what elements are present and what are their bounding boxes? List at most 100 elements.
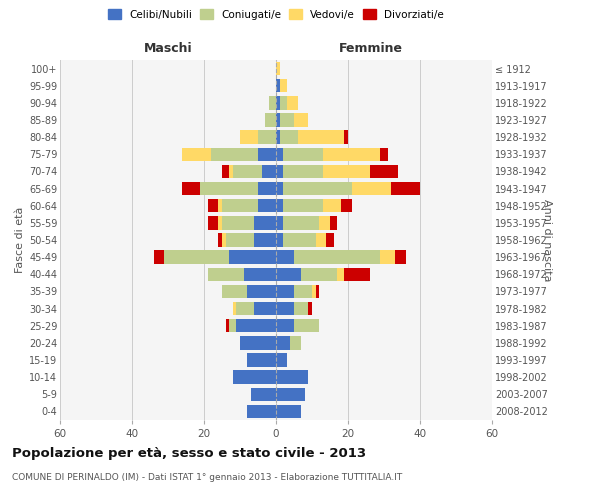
- Bar: [337, 268, 344, 281]
- Bar: [247, 404, 276, 418]
- Bar: [244, 268, 276, 281]
- Bar: [258, 130, 276, 144]
- Bar: [276, 268, 301, 281]
- Bar: [276, 250, 294, 264]
- Bar: [229, 250, 276, 264]
- Bar: [265, 114, 276, 126]
- Bar: [308, 302, 312, 316]
- Bar: [380, 250, 395, 264]
- Bar: [323, 148, 380, 161]
- Bar: [316, 234, 326, 246]
- Bar: [222, 199, 258, 212]
- Bar: [247, 284, 276, 298]
- Bar: [380, 148, 388, 161]
- Bar: [323, 199, 341, 212]
- Bar: [258, 199, 276, 212]
- Bar: [319, 216, 330, 230]
- Bar: [352, 182, 391, 196]
- Bar: [276, 62, 280, 76]
- Bar: [316, 284, 319, 298]
- Bar: [276, 114, 280, 126]
- Y-axis label: Anni di nascita: Anni di nascita: [542, 198, 552, 281]
- Bar: [294, 319, 319, 332]
- Bar: [208, 199, 218, 212]
- Bar: [276, 79, 280, 92]
- Bar: [276, 404, 301, 418]
- Bar: [247, 354, 276, 366]
- Bar: [240, 336, 276, 349]
- Bar: [294, 302, 308, 316]
- Bar: [164, 250, 229, 264]
- Bar: [283, 216, 319, 230]
- Bar: [283, 148, 323, 161]
- Bar: [258, 182, 276, 196]
- Bar: [226, 234, 254, 246]
- Bar: [283, 182, 352, 196]
- Bar: [276, 182, 283, 196]
- Bar: [218, 234, 222, 246]
- Bar: [240, 130, 258, 144]
- Bar: [276, 354, 287, 366]
- Bar: [229, 319, 236, 332]
- Bar: [254, 234, 276, 246]
- Bar: [280, 79, 287, 92]
- Bar: [294, 250, 380, 264]
- Text: COMUNE DI PERINALDO (IM) - Dati ISTAT 1° gennaio 2013 - Elaborazione TUTTITALIA.: COMUNE DI PERINALDO (IM) - Dati ISTAT 1°…: [12, 472, 402, 482]
- Bar: [276, 302, 294, 316]
- Bar: [287, 96, 298, 110]
- Bar: [236, 319, 276, 332]
- Bar: [290, 336, 301, 349]
- Bar: [251, 388, 276, 401]
- Bar: [280, 96, 287, 110]
- Bar: [276, 216, 283, 230]
- Bar: [276, 319, 294, 332]
- Bar: [222, 234, 226, 246]
- Bar: [283, 199, 323, 212]
- Bar: [218, 216, 222, 230]
- Bar: [276, 388, 305, 401]
- Bar: [395, 250, 406, 264]
- Bar: [222, 284, 247, 298]
- Bar: [276, 96, 280, 110]
- Y-axis label: Fasce di età: Fasce di età: [14, 207, 25, 273]
- Bar: [301, 268, 337, 281]
- Bar: [233, 164, 262, 178]
- Bar: [236, 302, 254, 316]
- Bar: [222, 216, 254, 230]
- Bar: [200, 182, 258, 196]
- Bar: [326, 234, 334, 246]
- Bar: [211, 148, 258, 161]
- Bar: [258, 148, 276, 161]
- Legend: Celibi/Nubili, Coniugati/e, Vedovi/e, Divorziati/e: Celibi/Nubili, Coniugati/e, Vedovi/e, Di…: [104, 5, 448, 24]
- Bar: [323, 164, 370, 178]
- Bar: [280, 114, 294, 126]
- Bar: [344, 268, 370, 281]
- Bar: [276, 130, 280, 144]
- Bar: [226, 319, 229, 332]
- Bar: [283, 164, 323, 178]
- Bar: [294, 114, 308, 126]
- Bar: [229, 164, 233, 178]
- Bar: [262, 164, 276, 178]
- Bar: [280, 130, 298, 144]
- Bar: [276, 284, 294, 298]
- Bar: [233, 370, 276, 384]
- Bar: [182, 148, 211, 161]
- Bar: [276, 370, 308, 384]
- Bar: [391, 182, 420, 196]
- Bar: [269, 96, 276, 110]
- Bar: [341, 199, 352, 212]
- Bar: [330, 216, 337, 230]
- Bar: [254, 302, 276, 316]
- Bar: [254, 216, 276, 230]
- Bar: [233, 302, 236, 316]
- Bar: [276, 199, 283, 212]
- Bar: [276, 164, 283, 178]
- Bar: [344, 130, 348, 144]
- Text: Popolazione per età, sesso e stato civile - 2013: Popolazione per età, sesso e stato civil…: [12, 448, 366, 460]
- Bar: [154, 250, 164, 264]
- Bar: [276, 336, 290, 349]
- Bar: [222, 164, 229, 178]
- Bar: [208, 216, 218, 230]
- Bar: [370, 164, 398, 178]
